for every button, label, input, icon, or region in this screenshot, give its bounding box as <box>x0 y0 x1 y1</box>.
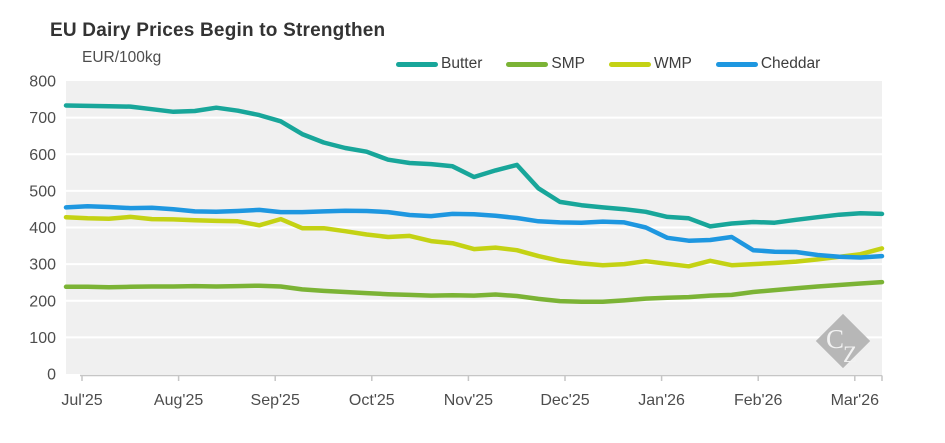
watermark-letter-z: Z <box>843 342 857 367</box>
y-tick-label: 300 <box>29 257 56 274</box>
legend-swatch-butter <box>396 61 438 67</box>
legend-swatch-smp <box>506 61 549 67</box>
y-tick-label: 600 <box>29 147 56 164</box>
series-line-butter <box>63 103 885 229</box>
x-tick-label: Mar'26 <box>831 392 880 409</box>
x-tick-label: Jan'26 <box>638 392 685 409</box>
x-tick-label: Oct'25 <box>349 392 395 409</box>
watermark-letter-c: C <box>826 324 844 354</box>
legend-label: SMP <box>551 55 585 72</box>
legend-label: Butter <box>441 55 483 72</box>
series-line-smp <box>63 279 885 305</box>
legend-label: Cheddar <box>760 55 821 72</box>
y-tick-label: 800 <box>29 74 56 91</box>
legend: Butter SMP WMP Cheddar <box>396 55 820 73</box>
y-tick-label: 500 <box>29 183 56 200</box>
chart-title: EU Dairy Prices Begin to Strengthen <box>50 20 386 41</box>
legend-item-smp: SMP <box>506 55 585 73</box>
y-tick-label: 400 <box>29 220 56 237</box>
legend-item-cheddar: Cheddar <box>715 55 821 73</box>
x-tick-label: Jul'25 <box>61 392 102 409</box>
series-line-cheddar <box>63 204 885 260</box>
x-tick-label: Sep'25 <box>251 392 300 409</box>
legend-swatch-wmp <box>608 61 651 67</box>
y-tick-label: 100 <box>29 330 56 347</box>
x-tick-label: Feb'26 <box>734 392 783 409</box>
y-tick-label: 0 <box>47 367 56 384</box>
legend-item-butter: Butter <box>396 55 482 73</box>
legend-swatch-cheddar <box>715 61 758 67</box>
x-tick-label: Nov'25 <box>444 392 493 409</box>
series-line-wmp <box>63 214 885 269</box>
y-axis-unit-label: EUR/100kg <box>82 49 162 66</box>
legend-label: WMP <box>653 55 692 72</box>
y-tick-label: 700 <box>29 110 56 127</box>
y-tick-label: 200 <box>29 293 56 310</box>
legend-item-wmp: WMP <box>608 55 692 73</box>
x-tick-label: Dec'25 <box>540 392 589 409</box>
x-tick-label: Aug'25 <box>154 392 203 409</box>
